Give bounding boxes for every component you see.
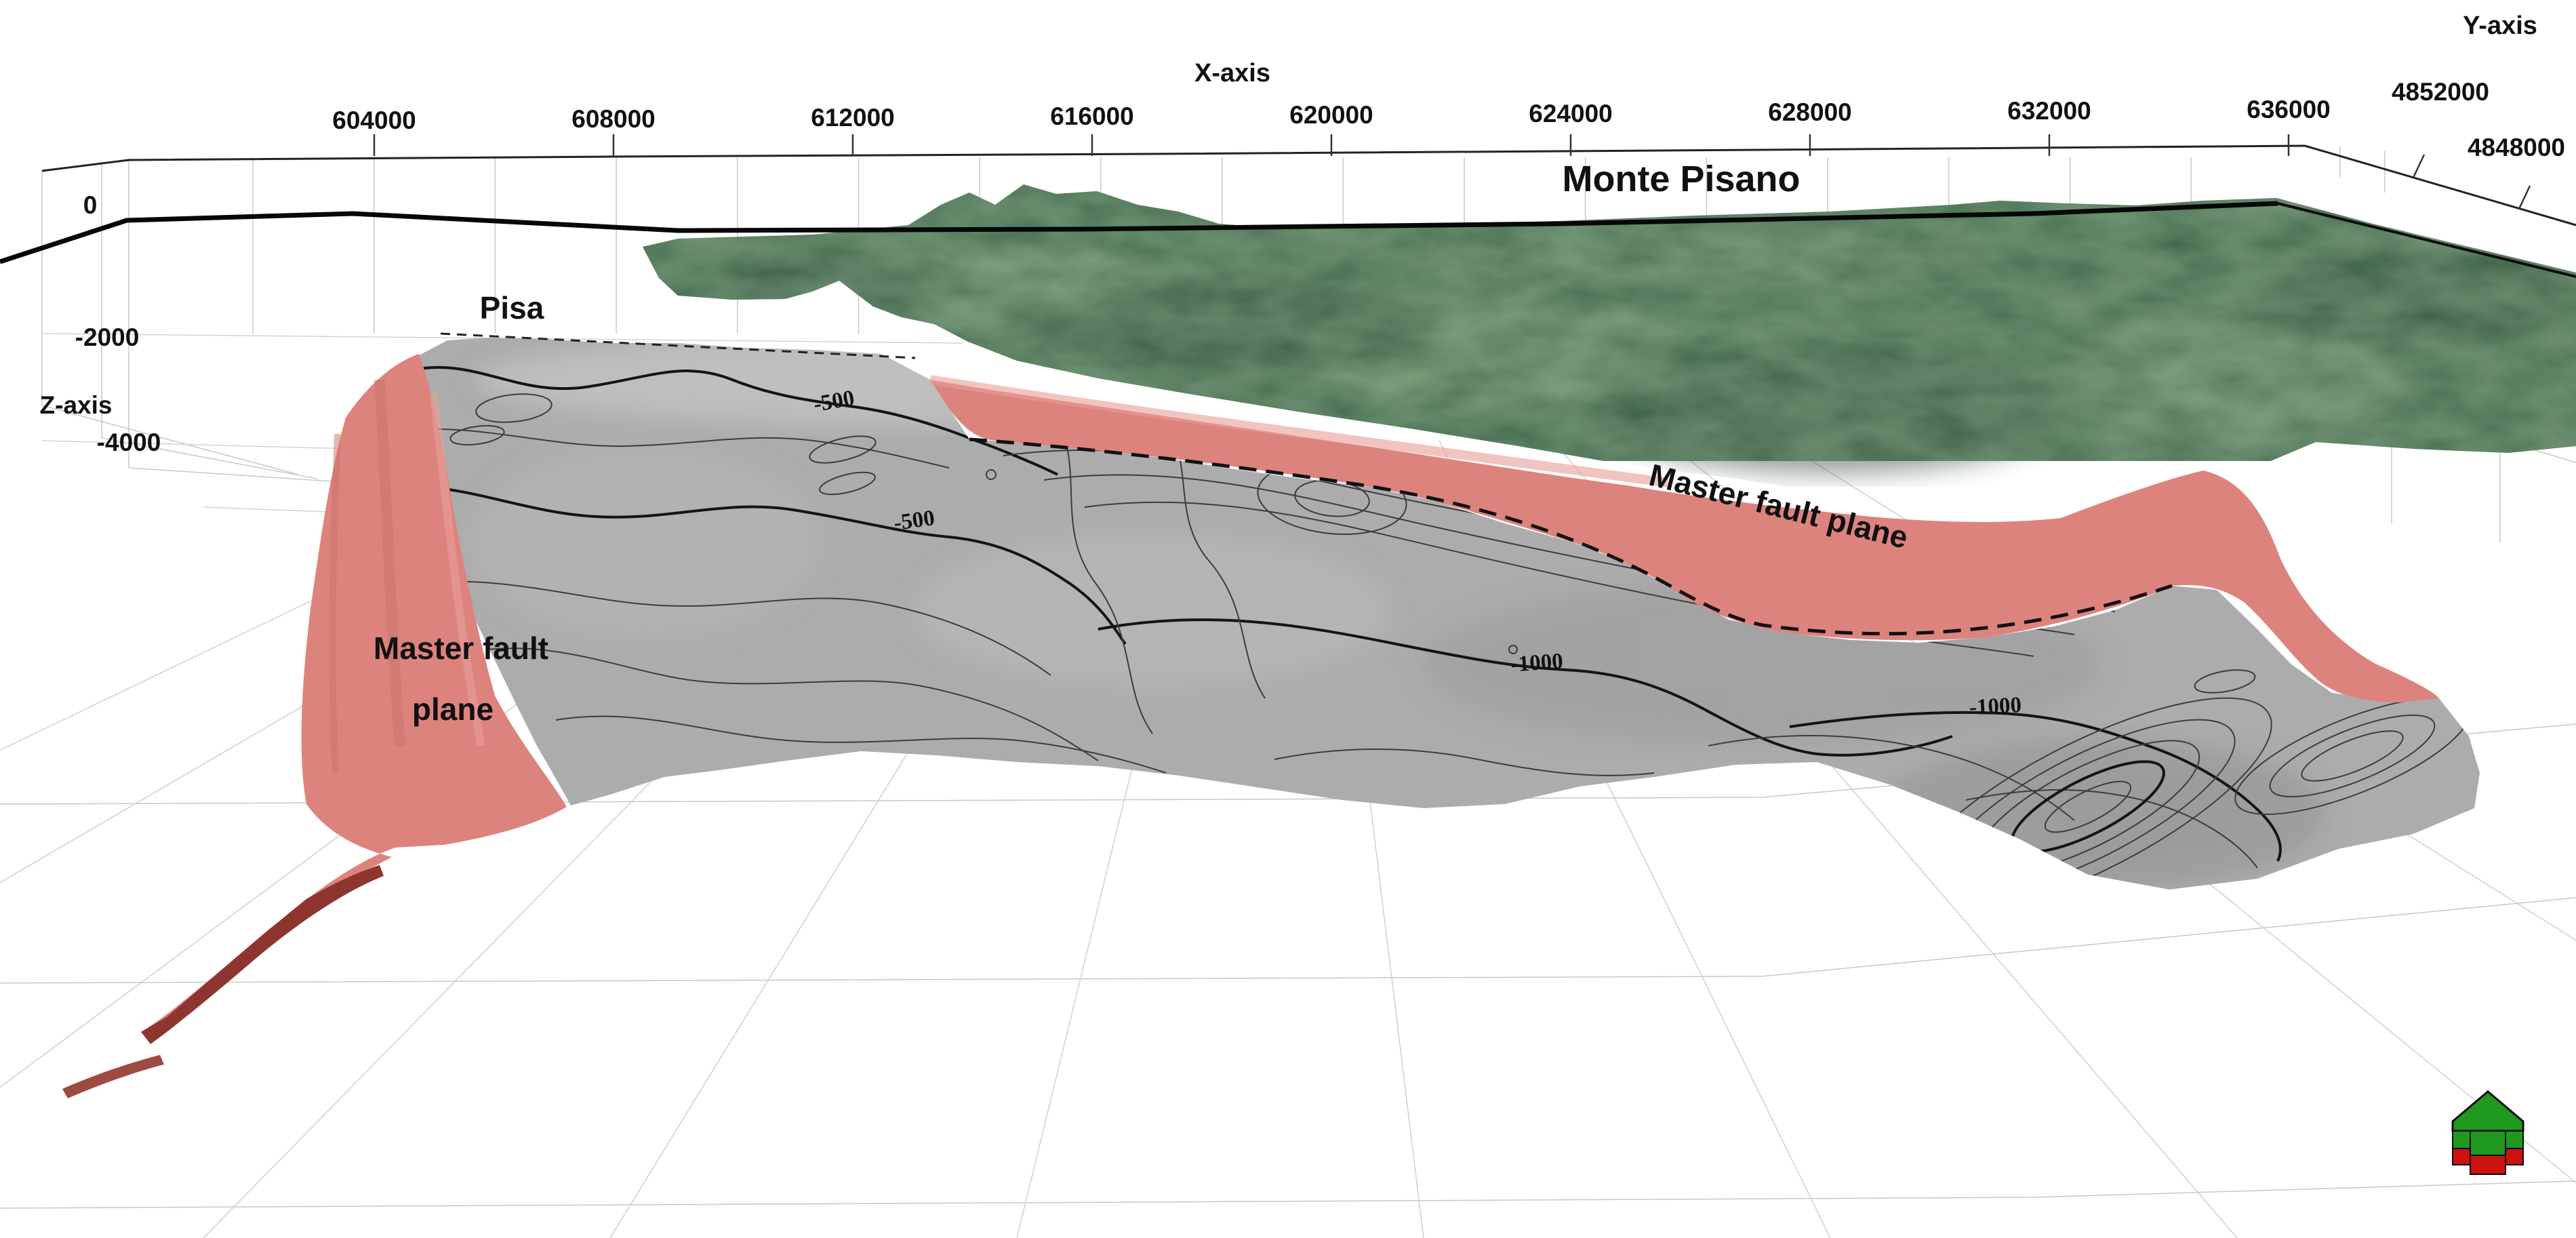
- view-orientation-icon[interactable]: [2451, 1090, 2524, 1175]
- z-tick-label: -2000: [75, 323, 140, 351]
- floor-gridline: [0, 1180, 2576, 1209]
- pisa-label: Pisa: [480, 290, 544, 325]
- x-tick-label: 608000: [571, 105, 655, 133]
- fault-underside: [141, 865, 384, 1044]
- contour-label: -1000: [1969, 693, 2022, 720]
- fault-left-label-line2: plane: [412, 692, 494, 727]
- z-tick-label: 0: [83, 191, 98, 219]
- y-tick-mark: [2412, 154, 2426, 178]
- contour-label: -500: [892, 506, 936, 536]
- z-axis-title: Z-axis: [40, 391, 113, 419]
- fault-highlight: [929, 375, 1668, 487]
- y-axis-title: Y-axis: [2463, 12, 2537, 40]
- y-axis-line: [2304, 144, 2576, 226]
- fault-left-label-line1: Master fault: [374, 631, 548, 666]
- x-axis-ticks: [373, 134, 2290, 156]
- x-tick-label: 604000: [332, 106, 416, 134]
- icon-shaft-red: [2470, 1155, 2506, 1175]
- x-tick-label: 612000: [811, 104, 894, 132]
- sea-level-edge-line: [0, 201, 2278, 264]
- icon-right-tab-red: [2505, 1148, 2524, 1165]
- fault-sliver: [62, 1055, 164, 1098]
- y-tick-mark: [2518, 185, 2531, 209]
- floor-gridline: [0, 897, 2576, 984]
- fault-plane-drape: [141, 354, 567, 1032]
- icon-left-tab-red: [2452, 1148, 2471, 1165]
- fault-drape-streak: [430, 393, 485, 747]
- monte-pisano-label: Monte Pisano: [1562, 159, 1800, 199]
- fault-drape-streak: [374, 379, 405, 746]
- fault-plane-band: [930, 380, 2439, 702]
- fault-trace-dashed-line: [440, 332, 916, 359]
- x-axis-title: X-axis: [1194, 59, 1270, 87]
- x-tick-label: 624000: [1529, 100, 1612, 127]
- z-4000-gridline: [41, 440, 353, 450]
- y-tick-label: 4852000: [2392, 78, 2489, 106]
- x-tick-label: 632000: [2007, 97, 2091, 125]
- fault-contact-dashed-line: [969, 437, 2173, 636]
- x-tick-label: 616000: [1050, 102, 1133, 130]
- y-tick-label: 4848000: [2468, 134, 2565, 161]
- x-tick-label: 628000: [1768, 98, 1851, 126]
- master-fault-plane-left: Master fault plane: [62, 354, 567, 1098]
- x-axis-line: [41, 144, 2306, 172]
- icon-left-tab-green: [2452, 1130, 2471, 1149]
- fault-drape-streak: [329, 433, 341, 774]
- z-tick-label: -4000: [97, 428, 161, 456]
- terrain-right-edge-line: [2277, 202, 2576, 278]
- icon-arrow-head: [2451, 1090, 2524, 1132]
- x-tick-label: 620000: [1289, 101, 1373, 129]
- box-bottom-edge: [101, 437, 318, 479]
- box-bottom-edge: [41, 405, 299, 475]
- icon-right-tab-green: [2505, 1130, 2524, 1149]
- x-tick-label: 636000: [2247, 96, 2330, 123]
- contour-label: -1000: [1510, 649, 1564, 677]
- icon-shaft-green: [2470, 1130, 2506, 1156]
- axes: X-axis Y-axis Z-axis 604000 608000 61200…: [40, 12, 2576, 456]
- box-bottom-edge: [128, 467, 353, 483]
